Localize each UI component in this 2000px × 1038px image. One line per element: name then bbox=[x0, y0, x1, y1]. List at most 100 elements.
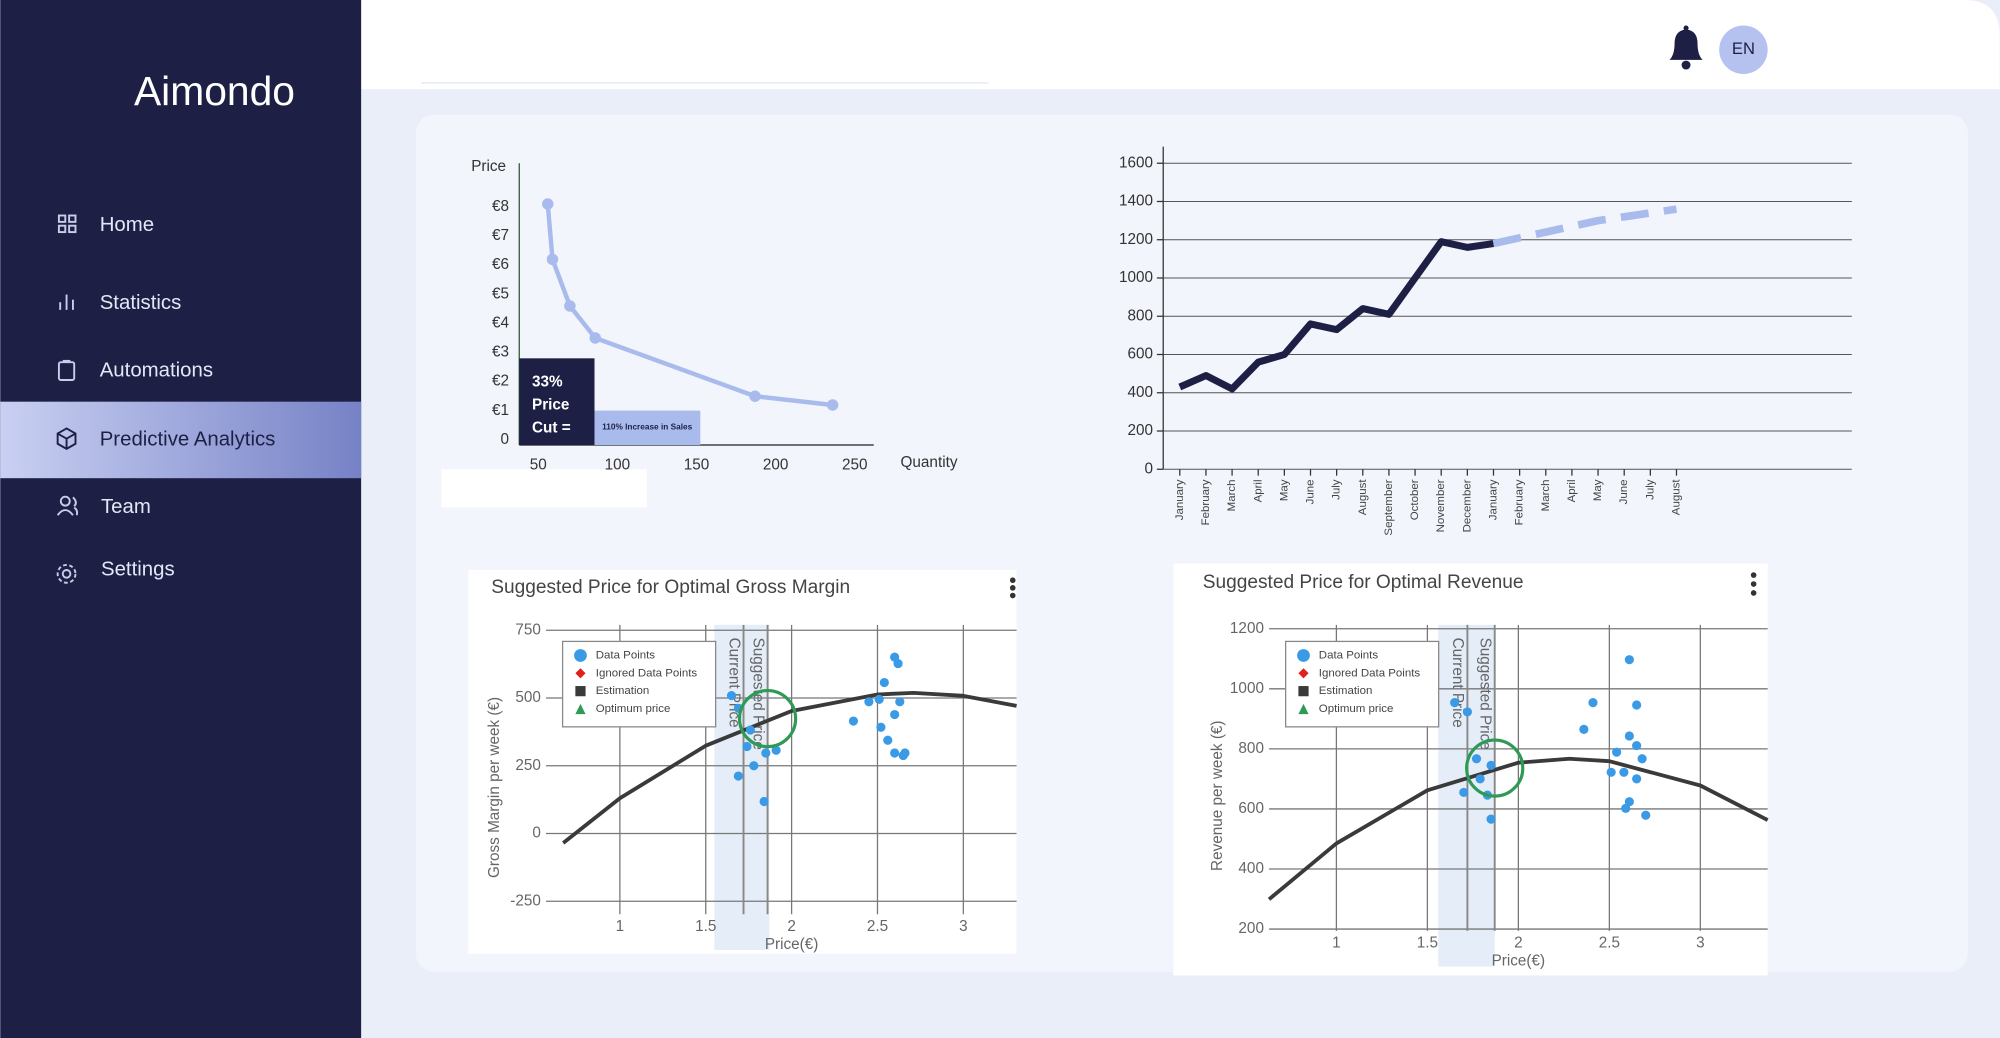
y-tick-label: 800 bbox=[1127, 307, 1153, 324]
legend-symbol bbox=[574, 649, 587, 662]
y-tick-label: 1600 bbox=[1119, 154, 1153, 171]
reference-label: Suggested Price bbox=[1476, 638, 1493, 750]
data-point bbox=[1471, 754, 1482, 764]
x-tick-label: 2.5 bbox=[867, 918, 888, 935]
data-point bbox=[895, 697, 905, 707]
data-point bbox=[1632, 774, 1642, 784]
data-point bbox=[742, 741, 752, 752]
y-tick-label: 200 bbox=[1127, 422, 1153, 439]
legend-label: Data Points bbox=[1319, 649, 1379, 661]
y-tick-label: 200 bbox=[1238, 920, 1264, 937]
x-axis-label: Price(€) bbox=[765, 936, 819, 953]
legend-label: Optimum price bbox=[596, 703, 671, 715]
data-point bbox=[1462, 707, 1473, 717]
x-tick-label: March bbox=[1540, 479, 1552, 511]
y-tick-label: €5 bbox=[492, 285, 509, 302]
nav-item[interactable]: Home bbox=[100, 214, 154, 236]
nav-item-active[interactable]: Predictive Analytics bbox=[100, 428, 276, 450]
menu-icon[interactable] bbox=[1750, 572, 1757, 596]
y-tick-label: 400 bbox=[1127, 384, 1153, 401]
y-tick-label: 0 bbox=[532, 825, 541, 842]
data-point bbox=[1450, 698, 1460, 708]
optimum-marker bbox=[1465, 738, 1525, 798]
data-point bbox=[1624, 731, 1634, 741]
x-tick-label: October bbox=[1409, 479, 1421, 520]
x-tick-label: 2.5 bbox=[1599, 935, 1620, 952]
y-tick-label: 1200 bbox=[1230, 620, 1264, 637]
x-tick-label: 3 bbox=[1696, 935, 1705, 952]
x-tick-label: 250 bbox=[842, 456, 868, 473]
x-tick-label: 1 bbox=[616, 918, 625, 935]
demand-point bbox=[589, 332, 601, 344]
x-tick-label: November bbox=[1435, 479, 1447, 532]
x-tick-label: December bbox=[1461, 479, 1473, 532]
y-tick-label: 1200 bbox=[1119, 231, 1153, 248]
nav-item[interactable]: Team bbox=[101, 496, 151, 518]
x-tick-label: 150 bbox=[684, 456, 710, 473]
chart-title: Suggested Price for Optimal Revenue bbox=[1203, 572, 1524, 593]
x-tick-label: April bbox=[1252, 479, 1264, 502]
legend-label: Optimum price bbox=[1319, 703, 1394, 715]
data-point bbox=[1486, 760, 1496, 770]
data-point bbox=[733, 771, 743, 781]
nav-item[interactable]: Automations bbox=[100, 359, 213, 381]
notification-bell[interactable] bbox=[1669, 25, 1703, 70]
home-icon bbox=[57, 214, 77, 234]
annotation-text: Cut = bbox=[532, 420, 571, 437]
data-point bbox=[1621, 803, 1631, 813]
y-tick-label: €8 bbox=[492, 198, 509, 215]
data-point bbox=[890, 748, 900, 758]
x-tick-label: 200 bbox=[763, 456, 789, 473]
data-point bbox=[745, 725, 755, 735]
legend-symbol bbox=[575, 703, 586, 715]
data-point bbox=[1459, 787, 1469, 798]
language-button[interactable] bbox=[1719, 25, 1768, 74]
data-point bbox=[1619, 767, 1629, 777]
y-tick-label: 250 bbox=[515, 757, 541, 774]
language-label[interactable]: EN bbox=[1732, 39, 1755, 58]
data-point bbox=[771, 745, 781, 755]
brand[interactable]: Aimondo bbox=[134, 68, 295, 114]
demand-point bbox=[564, 300, 576, 312]
y-tick-label: €1 bbox=[492, 402, 509, 419]
annotation-box bbox=[519, 358, 595, 446]
x-tick-label: June bbox=[1305, 479, 1317, 504]
y-tick-label: 500 bbox=[515, 689, 541, 706]
y-tick-label: 600 bbox=[1238, 800, 1264, 817]
demand-point bbox=[749, 390, 761, 402]
nav-item[interactable]: Statistics bbox=[100, 292, 182, 314]
x-tick-label: January bbox=[1174, 479, 1186, 520]
y-axis-label: Revenue per week (€) bbox=[1209, 720, 1226, 871]
x-tick-label: May bbox=[1592, 479, 1604, 501]
shaded-range bbox=[714, 624, 770, 951]
x-tick-label: 2 bbox=[1514, 935, 1523, 952]
data-point bbox=[749, 761, 759, 771]
data-point bbox=[883, 735, 893, 745]
x-tick-label: February bbox=[1514, 479, 1526, 525]
annotation-text: 33% bbox=[532, 374, 563, 391]
y-tick-label: €7 bbox=[492, 227, 509, 244]
legend-symbol bbox=[1298, 686, 1309, 697]
y-tick-label: 0 bbox=[1145, 460, 1154, 477]
nav-item[interactable]: Settings bbox=[101, 558, 175, 580]
annotation-text: Price bbox=[532, 397, 569, 414]
header bbox=[361, 0, 2000, 90]
y-tick-label: 400 bbox=[1238, 860, 1264, 877]
menu-icon[interactable] bbox=[1009, 577, 1016, 599]
estimation-curve bbox=[562, 690, 1017, 845]
x-axis-label: Quantity bbox=[901, 454, 958, 471]
y-axis-label: Price bbox=[471, 158, 506, 175]
data-point bbox=[1486, 814, 1496, 824]
legend-label: Data Points bbox=[596, 649, 656, 661]
y-tick-label: 0 bbox=[501, 431, 510, 448]
x-tick-label: 1 bbox=[1332, 935, 1341, 952]
sales-line bbox=[1178, 238, 1495, 393]
data-point bbox=[1588, 698, 1598, 708]
data-point bbox=[761, 748, 771, 758]
demand-point bbox=[826, 399, 839, 411]
blank-panel bbox=[441, 469, 647, 508]
data-point bbox=[848, 716, 859, 726]
x-tick-label: 3 bbox=[959, 918, 968, 935]
